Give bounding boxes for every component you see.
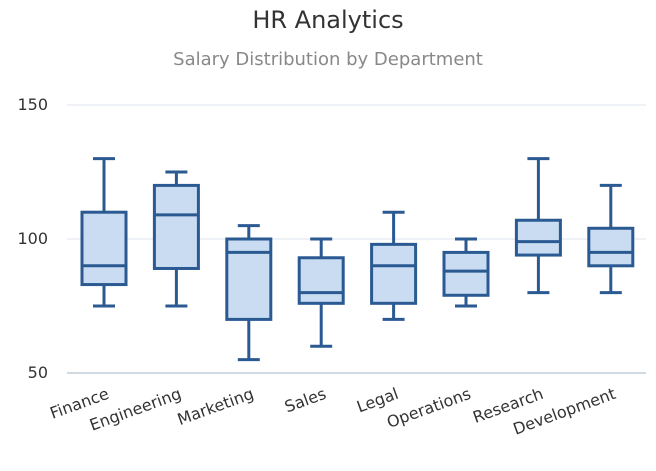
box-iqr bbox=[514, 218, 562, 257]
x-tick-label: Operations bbox=[384, 384, 473, 432]
x-tick-label: Marketing bbox=[175, 384, 256, 429]
chart-title: HR Analytics bbox=[252, 6, 404, 34]
y-tick-label: 100 bbox=[17, 229, 48, 248]
box-iqr bbox=[587, 226, 635, 268]
chart-subtitle: Salary Distribution by Department bbox=[173, 49, 483, 70]
y-tick-label: 50 bbox=[28, 363, 48, 382]
box-iqr bbox=[152, 183, 200, 270]
x-tick-label: Sales bbox=[282, 384, 329, 416]
box-iqr bbox=[80, 210, 128, 287]
box-iqr bbox=[442, 250, 490, 297]
box-iqr bbox=[297, 256, 345, 305]
box-iqr bbox=[370, 242, 418, 305]
y-tick-label: 150 bbox=[17, 95, 48, 114]
